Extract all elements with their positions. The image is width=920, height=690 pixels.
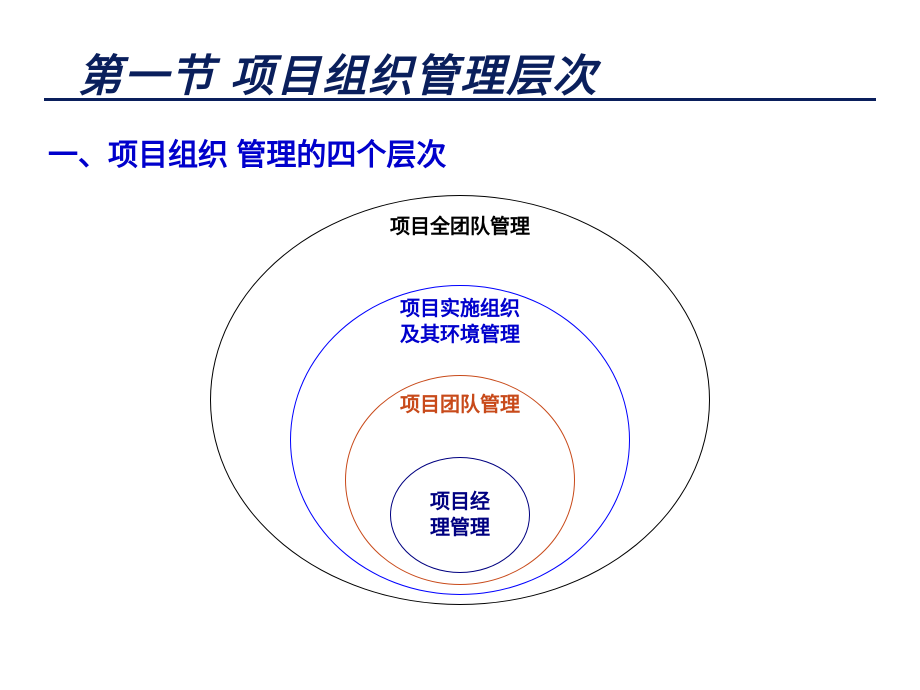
ellipse-label-3: 项目经理管理 <box>430 489 490 541</box>
slide-subheading: 一、项目组织 管理的四个层次 <box>48 130 446 174</box>
ellipse-label-0: 项目全团队管理 <box>390 214 530 240</box>
ellipse-label-1: 项目实施组织及其环境管理 <box>400 296 520 348</box>
ellipse-label-2: 项目团队管理 <box>400 392 520 418</box>
nested-ellipse-diagram: 项目全团队管理项目实施组织及其环境管理项目团队管理项目经理管理 <box>195 185 725 625</box>
slide-heading: 第一节 项目组织管理层次 <box>78 40 598 104</box>
heading-underline <box>44 98 876 101</box>
